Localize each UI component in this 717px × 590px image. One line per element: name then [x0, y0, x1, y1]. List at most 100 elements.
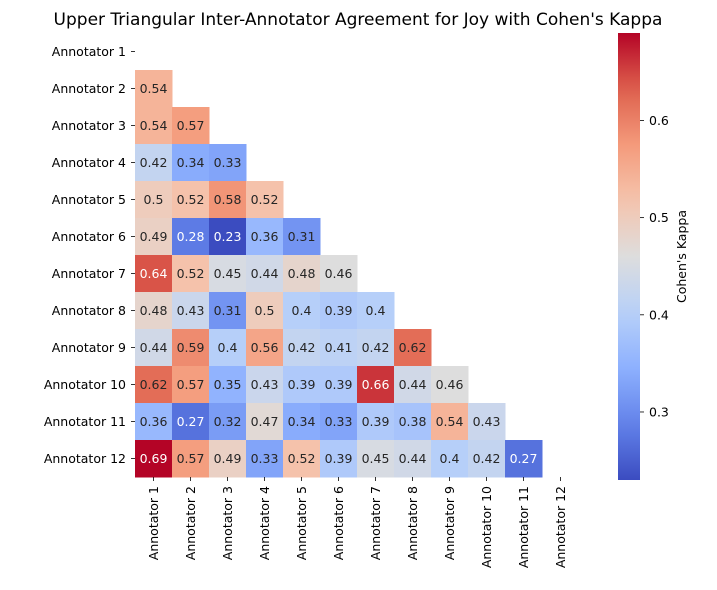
cell-value-label: 0.46 — [436, 377, 464, 392]
row-tick-label: Annotator 7 — [52, 266, 126, 281]
cell-value-label: 0.64 — [140, 266, 168, 281]
cell-value-label: 0.4 — [292, 303, 312, 318]
cell-value-label: 0.36 — [140, 414, 168, 429]
heatmap-cell — [394, 366, 432, 404]
column-tick-labels: Annotator 1 Annotator 2 Annotator 3 Annotat… — [146, 477, 568, 568]
heatmap-cell — [468, 403, 506, 441]
cell-value-label: 0.42 — [362, 340, 390, 355]
row-tick-label: Annotator 1 — [52, 44, 126, 59]
heatmap-cell — [209, 218, 247, 256]
column-tick-label: Annotator 5 — [294, 486, 309, 560]
cell-value-label: 0.57 — [177, 118, 205, 133]
column-tick-label: Annotator 8 — [405, 486, 420, 560]
cell-value-label: 0.43 — [473, 414, 501, 429]
heatmap-cell — [209, 366, 247, 404]
row-tick-label: Annotator 10 — [44, 377, 126, 392]
heatmap-cell — [172, 144, 210, 182]
colorbar-gradient — [618, 33, 640, 480]
cell-value-label: 0.54 — [140, 118, 168, 133]
heatmap-cell — [209, 440, 247, 478]
cell-value-label: 0.44 — [251, 266, 279, 281]
row-tick-labels: Annotator 1 Annotator 2 Annotator 3 Annotat… — [44, 44, 135, 466]
heatmap-cell — [320, 292, 358, 330]
heatmap-cell — [246, 403, 284, 441]
heatmap-cell — [283, 329, 321, 367]
heatmap-cell — [283, 255, 321, 293]
column-tick-label: Annotator 6 — [331, 486, 346, 560]
heatmap-cell — [394, 440, 432, 478]
heatmap-cell — [172, 292, 210, 330]
cell-value-label: 0.47 — [251, 414, 279, 429]
heatmap-cell — [246, 292, 284, 330]
heatmap-cell — [431, 403, 469, 441]
cell-value-label: 0.5 — [144, 192, 164, 207]
heatmap-cell — [431, 366, 469, 404]
row-tick-label: Annotator 12 — [44, 451, 126, 466]
heatmap-cell — [357, 292, 395, 330]
heatmap-cell — [505, 440, 543, 478]
cell-value-label: 0.42 — [140, 155, 168, 170]
cell-value-label: 0.43 — [251, 377, 279, 392]
heatmap-cell — [283, 440, 321, 478]
cell-value-label: 0.59 — [177, 340, 205, 355]
heatmap-cell — [135, 440, 173, 478]
cell-value-label: 0.54 — [436, 414, 464, 429]
cell-value-label: 0.33 — [251, 451, 279, 466]
cell-value-label: 0.31 — [288, 229, 316, 244]
heatmap-cell — [246, 255, 284, 293]
row-tick-label: Annotator 2 — [52, 81, 126, 96]
row-tick-label: Annotator 8 — [52, 303, 126, 318]
column-tick-label: Annotator 9 — [442, 486, 457, 560]
cell-value-label: 0.5 — [255, 303, 275, 318]
row-tick-label: Annotator 4 — [52, 155, 126, 170]
heatmap-cell — [172, 255, 210, 293]
cell-value-label: 0.31 — [214, 303, 242, 318]
cell-value-label: 0.41 — [325, 340, 353, 355]
row-tick-label: Annotator 6 — [52, 229, 126, 244]
row-tick-label: Annotator 11 — [44, 414, 126, 429]
heatmap-cell — [320, 366, 358, 404]
colorbar: 0.3 0.4 0.5 0.6 Cohen's Kappa — [618, 33, 689, 480]
cell-value-label: 0.39 — [325, 377, 353, 392]
colorbar-ticks: 0.3 0.4 0.5 0.6 — [640, 113, 669, 419]
row-tick-label: Annotator 5 — [52, 192, 126, 207]
heatmap-cell — [246, 218, 284, 256]
column-tick-label: Annotator 7 — [368, 486, 383, 560]
heatmap-cells: 0.54 0.54 0.57 0.42 0.34 0.33 0.5 0.52 0.58 0.52 0… — [135, 70, 543, 478]
heatmap-cell — [172, 403, 210, 441]
cell-value-label: 0.62 — [140, 377, 168, 392]
cell-value-label: 0.56 — [251, 340, 279, 355]
heatmap-cell — [172, 181, 210, 219]
heatmap-cell — [357, 366, 395, 404]
cell-value-label: 0.4 — [440, 451, 460, 466]
heatmap-cell — [209, 181, 247, 219]
heatmap-cell — [283, 218, 321, 256]
cell-value-label: 0.42 — [288, 340, 316, 355]
heatmap-cell — [135, 403, 173, 441]
cell-value-label: 0.44 — [140, 340, 168, 355]
heatmap-cell — [209, 403, 247, 441]
cell-value-label: 0.57 — [177, 377, 205, 392]
heatmap-cell — [135, 292, 173, 330]
heatmap-cell — [246, 440, 284, 478]
cell-value-label: 0.34 — [288, 414, 316, 429]
heatmap-cell — [246, 181, 284, 219]
column-tick-label: Annotator 10 — [479, 486, 494, 568]
cell-value-label: 0.52 — [177, 266, 205, 281]
cell-value-label: 0.39 — [325, 451, 353, 466]
row-tick-label: Annotator 3 — [52, 118, 126, 133]
cell-value-label: 0.4 — [218, 340, 238, 355]
cell-value-label: 0.42 — [473, 451, 501, 466]
cell-value-label: 0.45 — [362, 451, 390, 466]
heatmap-cell — [172, 366, 210, 404]
heatmap-cell — [209, 292, 247, 330]
heatmap-cell — [246, 329, 284, 367]
heatmap-cell — [172, 329, 210, 367]
heatmap-cell — [394, 403, 432, 441]
heatmap-cell — [135, 144, 173, 182]
cell-value-label: 0.57 — [177, 451, 205, 466]
heatmap-cell — [135, 107, 173, 145]
heatmap-cell — [172, 440, 210, 478]
cell-value-label: 0.52 — [251, 192, 279, 207]
cell-value-label: 0.52 — [177, 192, 205, 207]
